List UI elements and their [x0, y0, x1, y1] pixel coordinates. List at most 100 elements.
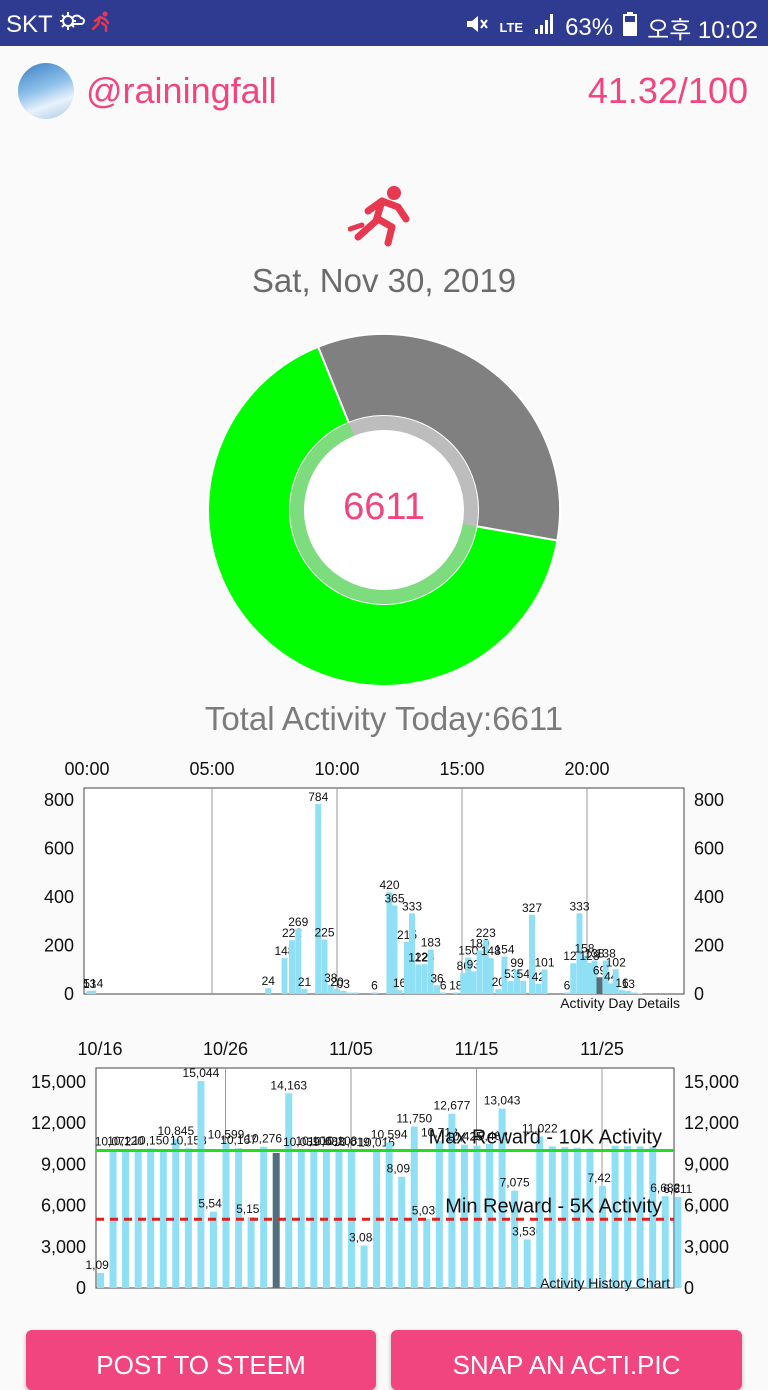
- bar-value-label: 784: [308, 790, 328, 804]
- bar-value-label: 183: [421, 936, 441, 950]
- status-right: LTE 63% 오후 10:02: [465, 10, 758, 45]
- bar-value-label: 6: [564, 979, 571, 993]
- bar: [223, 1142, 230, 1288]
- bar-value-label: 514: [83, 977, 103, 991]
- bar-value-label: 03: [337, 977, 351, 991]
- bar: [564, 993, 570, 994]
- max-reward-label: Max Reward - 10K Activity: [429, 1127, 662, 1149]
- x-tick-label: 10:00: [314, 759, 359, 779]
- bar: [436, 1141, 443, 1288]
- y-tick-label-right: 0: [684, 1278, 694, 1298]
- bar: [302, 989, 308, 994]
- bar: [160, 1149, 167, 1288]
- chart-annotation: Activity History Chart: [540, 1275, 670, 1291]
- chart-annotation: Activity Day Details: [560, 995, 680, 1011]
- bar: [289, 940, 295, 994]
- y-tick-label-left: 9,000: [41, 1154, 86, 1174]
- y-tick-label-right: 200: [694, 936, 724, 956]
- profile-header: @rainingfall 41.32/100: [0, 46, 768, 138]
- x-tick-label: 11/15: [455, 1039, 499, 1059]
- lte-icon: LTE: [499, 21, 523, 34]
- bar: [347, 993, 353, 994]
- min-reward-label: Min Reward - 5K Activity: [445, 1195, 662, 1217]
- bar: [90, 991, 96, 994]
- bar: [372, 993, 378, 994]
- bar-value-label: 11,750: [396, 1111, 432, 1125]
- x-tick-label: 20:00: [564, 759, 609, 779]
- bar-value-label: 102: [606, 955, 626, 969]
- bar-value-label: 154: [494, 943, 514, 957]
- bar-value-label: 420: [379, 878, 399, 892]
- y-tick-label-left: 400: [44, 887, 74, 907]
- bar-value-label: 6: [371, 979, 378, 993]
- bar: [260, 1147, 267, 1288]
- bar-value-label: 223: [476, 926, 496, 940]
- bar: [353, 993, 359, 994]
- username[interactable]: @rainingfall: [86, 70, 277, 112]
- mute-icon: [465, 13, 489, 42]
- y-tick-label-left: 3,000: [41, 1237, 86, 1257]
- y-tick-label-left: 15,000: [31, 1072, 86, 1092]
- y-tick-label-right: 6,000: [684, 1196, 729, 1216]
- bar: [495, 989, 501, 994]
- bar-value-label: 54: [517, 967, 531, 981]
- bar-value-label: 225: [314, 925, 334, 939]
- bar: [398, 1177, 405, 1288]
- status-bar: SKT LTE 63% 오후 10:02: [0, 0, 768, 46]
- bar-value-label: 13: [622, 977, 636, 991]
- bar: [649, 1147, 656, 1288]
- y-tick-label-left: 6,000: [41, 1196, 86, 1216]
- bar-value-label: 13,043: [484, 1094, 521, 1108]
- bar: [285, 1093, 292, 1288]
- bar-value-label: 333: [402, 899, 422, 913]
- y-tick-label-left: 0: [76, 1278, 86, 1298]
- bar: [315, 804, 321, 994]
- bar: [282, 958, 288, 994]
- bar-value-label: 6,611: [663, 1182, 692, 1196]
- bar: [415, 964, 421, 994]
- signal-icon: [533, 13, 555, 42]
- x-tick-label: 15:00: [439, 759, 484, 779]
- bar-value-label: 10,594: [371, 1127, 408, 1141]
- bar-value-label: 101: [534, 956, 554, 970]
- y-tick-label-right: 600: [694, 839, 724, 859]
- avatar[interactable]: [18, 63, 74, 119]
- y-tick-label-right: 0: [694, 984, 704, 1004]
- carrier-label: SKT: [6, 11, 53, 39]
- y-tick-label-right: 800: [694, 790, 724, 810]
- bar-value-label: 6: [440, 979, 447, 993]
- y-tick-label-left: 200: [44, 936, 74, 956]
- y-tick-label-right: 9,000: [684, 1154, 729, 1174]
- bar: [470, 971, 476, 994]
- activity-date: Sat, Nov 30, 2019: [0, 262, 768, 300]
- bar: [322, 939, 328, 994]
- y-tick-label-right: 15,000: [684, 1072, 739, 1092]
- bar-value-label: 14,163: [270, 1078, 307, 1092]
- runner-icon: [348, 183, 420, 247]
- x-tick-label: 10/16: [77, 1039, 122, 1059]
- x-tick-label: 05:00: [189, 759, 234, 779]
- bar-value-label: 10,276: [245, 1132, 282, 1146]
- battery-percent: 63%: [565, 14, 613, 42]
- post-to-steem-button[interactable]: POST TO STEEM: [26, 1330, 376, 1390]
- bar-value-label: 24: [262, 974, 276, 988]
- bar: [674, 1197, 681, 1288]
- bar: [524, 1239, 531, 1288]
- score: 41.32/100: [588, 70, 748, 112]
- bar: [397, 990, 403, 994]
- y-tick-label-left: 12,000: [31, 1113, 86, 1133]
- battery-icon: [623, 12, 637, 43]
- clock: 오후 10:02: [647, 10, 758, 45]
- bar-value-label: 269: [288, 915, 308, 929]
- bar: [210, 1212, 217, 1288]
- y-tick-label-left: 800: [44, 790, 74, 810]
- bar: [423, 1219, 430, 1288]
- x-tick-label: 00:00: [64, 759, 109, 779]
- total-activity-label: Total Activity Today:6611: [0, 700, 768, 738]
- x-tick-label: 10/26: [203, 1039, 248, 1059]
- bar: [520, 981, 526, 994]
- snap-acti-pic-button[interactable]: SNAP AN ACTI.PIC: [391, 1330, 742, 1390]
- x-tick-label: 11/25: [580, 1039, 624, 1059]
